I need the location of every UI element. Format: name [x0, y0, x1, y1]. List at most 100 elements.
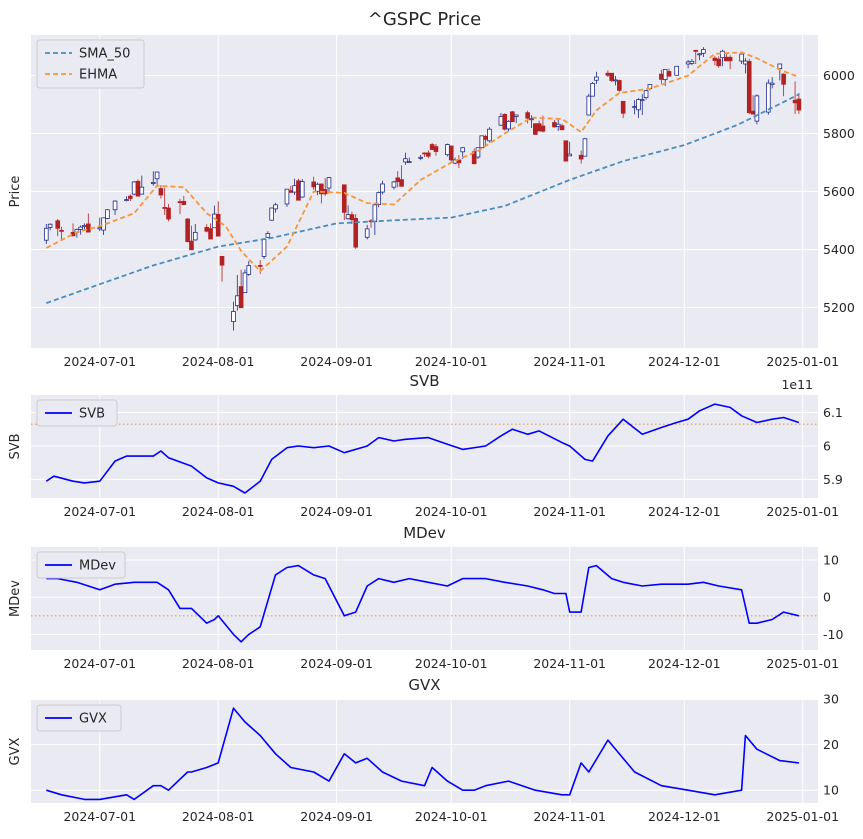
y-tick-label: 5200	[823, 300, 855, 315]
candle-body	[552, 122, 557, 128]
y-tick-label: 6000	[823, 68, 855, 83]
y-tick-label: 5800	[823, 126, 855, 141]
candle-body	[139, 186, 145, 195]
candle-body	[181, 200, 187, 205]
svb-panel: 2024-07-01 2024-08-01 2024-09-01 2024-10-01…	[8, 372, 843, 519]
x-tick-label: 2024-12-01	[648, 656, 721, 671]
y-tick-label: 30	[823, 692, 839, 707]
candle-body	[613, 79, 618, 82]
candle-body	[265, 233, 271, 238]
candle-body	[590, 82, 595, 97]
candle-body	[257, 265, 263, 267]
candle-body	[525, 112, 530, 119]
candle-body	[189, 240, 194, 251]
candle-body	[532, 123, 538, 135]
x-tick-label: 2024-11-01	[533, 354, 606, 369]
x-tick-label: 2024-08-01	[182, 809, 255, 824]
y-tick-label: 0	[823, 590, 831, 605]
x-tick-label: 2024-10-01	[415, 354, 488, 369]
candle-body	[418, 156, 423, 159]
candle-body	[483, 136, 488, 140]
candle-body	[55, 220, 61, 229]
x-tick-label: 2024-08-01	[182, 656, 255, 671]
x-tick-label: 2025-01-01	[766, 504, 839, 519]
price-panel: 2024-07-01 2024-08-01 2024-09-01 2024-10-01…	[8, 9, 855, 369]
candle-body	[739, 53, 744, 62]
candle-body	[43, 227, 49, 241]
legend-label: EHMA	[79, 68, 117, 83]
plot-area	[31, 547, 818, 650]
series-line-sma-50	[46, 93, 800, 304]
candle-body	[97, 227, 103, 230]
x-tick-label: 2024-07-01	[63, 809, 136, 824]
candle-body	[750, 110, 756, 115]
candle-body	[59, 229, 64, 232]
x-tick-label: 2024-09-01	[300, 809, 373, 824]
candle-body	[666, 71, 672, 77]
candle-body	[567, 153, 572, 157]
candle-body	[506, 120, 511, 130]
legend	[36, 39, 145, 89]
candle-body	[364, 228, 370, 238]
candle-body	[426, 152, 431, 157]
candle-body	[448, 145, 454, 161]
candle-body	[395, 177, 401, 183]
candle-body	[685, 61, 691, 65]
x-tick-label: 2024-09-01	[300, 656, 373, 671]
candle-body	[124, 199, 129, 202]
candle-body	[754, 95, 760, 122]
candle-body	[792, 99, 798, 104]
candle-body	[659, 73, 664, 80]
candle-body	[777, 63, 783, 70]
candle-body	[353, 218, 359, 248]
x-tick-label: 2025-01-01	[766, 656, 839, 671]
candle-body	[406, 161, 412, 164]
candle-body	[586, 95, 592, 116]
y-tick-label: 10	[823, 783, 839, 798]
x-tick-label: 2024-12-01	[648, 504, 721, 519]
chart-title: ^GSPC Price	[368, 9, 482, 30]
legend	[36, 399, 118, 427]
x-tick-label: 2025-01-01	[766, 354, 839, 369]
y-axis-label: GVX	[8, 737, 23, 765]
candle-body	[513, 114, 519, 117]
x-tick-label: 2024-11-01	[533, 809, 606, 824]
candle-body	[632, 106, 637, 108]
candle-body	[639, 99, 645, 102]
x-tick-label: 2024-07-01	[63, 656, 136, 671]
candle-body	[720, 50, 725, 59]
candle-body	[261, 239, 267, 257]
candle-body	[743, 60, 748, 65]
candle-body	[231, 311, 236, 323]
candle-body	[617, 80, 622, 91]
candle-body	[781, 73, 786, 85]
candle-body	[609, 72, 614, 81]
candle-body	[693, 49, 699, 52]
candle-body	[701, 49, 706, 54]
candle-body	[319, 183, 324, 195]
candle-body	[399, 179, 404, 187]
candle-body	[689, 60, 695, 64]
x-tick-label: 2024-07-01	[63, 354, 136, 369]
candle-body	[796, 98, 802, 111]
x-tick-label: 2024-12-01	[648, 809, 721, 824]
candle-body	[510, 111, 515, 123]
x-tick-label: 2025-01-01	[766, 809, 839, 824]
candle-body	[238, 286, 244, 309]
y-tick-label: 5400	[823, 242, 855, 257]
candle-body	[724, 56, 729, 62]
candle-body	[128, 195, 133, 199]
candle-body	[349, 214, 355, 221]
candle-body	[166, 207, 171, 220]
candle-body	[345, 214, 351, 220]
candle-body	[391, 181, 397, 188]
chart-title: GVX	[408, 676, 440, 694]
candle-body	[372, 204, 378, 223]
candle-body	[154, 171, 160, 180]
candle-body	[86, 223, 91, 233]
candle-body	[475, 147, 481, 158]
candle-body	[578, 154, 584, 160]
candle-body	[643, 90, 649, 99]
candle-body	[555, 123, 561, 127]
candle-body	[158, 188, 164, 196]
